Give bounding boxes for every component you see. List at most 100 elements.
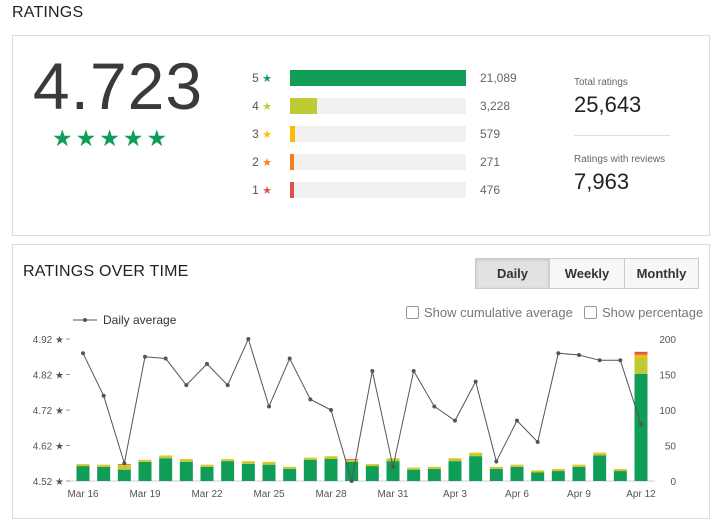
distribution-bar-track: [290, 126, 466, 142]
distribution-count: 3,228: [480, 99, 511, 113]
bar-segment: [510, 465, 524, 467]
daily-average-point: [122, 461, 127, 466]
distribution-count: 476: [480, 183, 501, 197]
bar-segment: [117, 469, 131, 481]
bar-segment: [303, 457, 317, 459]
checkbox-icon[interactable]: [406, 306, 419, 319]
daily-average-point: [101, 393, 106, 398]
distribution-row-3: 3 ★ 579: [250, 126, 500, 142]
bar-segment: [489, 467, 503, 469]
bar-segment: [262, 462, 276, 465]
checkbox-icon[interactable]: [584, 306, 597, 319]
distribution-label: 4 ★: [250, 99, 272, 113]
daily-average-point: [205, 361, 209, 366]
bar-segment: [593, 455, 607, 481]
right-axis-tick-label: 150: [659, 371, 676, 382]
bar-segment: [159, 458, 173, 481]
bar-segment: [262, 461, 276, 463]
bar-segment: [489, 466, 503, 468]
bar-segment: [386, 461, 400, 481]
bar-segment: [365, 466, 379, 481]
bar-segment: [241, 461, 255, 462]
bar-segment: [179, 461, 193, 481]
legend-label: Daily average: [103, 313, 177, 327]
daily-button[interactable]: Daily: [475, 258, 550, 289]
bar-segment: [303, 459, 317, 481]
bar-segment: [200, 465, 214, 467]
bar-segment: [159, 455, 173, 457]
distribution-bar-fill: [290, 126, 295, 142]
daily-average-point: [618, 358, 623, 363]
distribution-bar-track: [290, 98, 466, 114]
bar-segment: [262, 464, 276, 481]
daily-average-point: [163, 356, 168, 361]
star-level: 2: [252, 155, 259, 169]
bar-segment: [97, 466, 111, 481]
bar-segment: [469, 456, 483, 481]
average-rating-value: 4.723: [32, 49, 204, 123]
bar-segment: [138, 461, 152, 481]
distribution-count: 21,089: [480, 71, 517, 85]
bar-segment: [531, 471, 545, 473]
bar-segment: [386, 458, 400, 459]
bar-segment: [593, 452, 607, 454]
star-icon: ★: [262, 101, 272, 113]
right-axis-tick-label: 50: [665, 442, 677, 453]
bar-segment: [345, 461, 359, 481]
bar-segment: [551, 471, 565, 481]
left-axis-tick-label: 4.72 ★: [33, 406, 64, 417]
bar-segment: [634, 357, 648, 374]
distribution-bar-fill: [290, 182, 294, 198]
star-icon: ★: [262, 73, 272, 85]
show-percentage-checkbox[interactable]: Show percentage: [584, 305, 703, 320]
bar-segment: [179, 458, 193, 460]
total-ratings-label: Total ratings: [574, 77, 628, 88]
bar-segment: [407, 469, 421, 481]
bar-segment: [448, 461, 462, 481]
weekly-button[interactable]: Weekly: [550, 258, 625, 289]
right-axis-tick-label: 200: [659, 335, 676, 346]
daily-average-point: [411, 368, 416, 373]
bar-segment: [138, 459, 152, 461]
distribution-bar-track: [290, 182, 466, 198]
daily-average-point: [267, 404, 271, 409]
show-cumulative-average-label: Show cumulative average: [424, 305, 573, 320]
monthly-button[interactable]: Monthly: [625, 258, 699, 289]
bar-segment: [551, 468, 565, 470]
bar-segment: [283, 467, 297, 469]
x-axis-tick-label: Apr 6: [505, 489, 529, 500]
left-axis-tick-label: 4.92 ★: [33, 335, 64, 346]
daily-average-point: [577, 352, 581, 357]
distribution-label: 2 ★: [250, 155, 272, 169]
daily-average-point: [143, 354, 147, 359]
bar-segment: [138, 460, 152, 462]
bar-segment: [510, 464, 524, 466]
star-icon: ★: [262, 185, 272, 197]
distribution-count: 579: [480, 127, 501, 141]
bar-segment: [469, 453, 483, 457]
daily-average-point: [246, 337, 251, 341]
daily-average-point: [349, 479, 354, 483]
bar-segment: [283, 468, 297, 481]
bar-segment: [613, 469, 627, 472]
distribution-label: 1 ★: [250, 183, 272, 197]
x-axis-tick-label: Mar 16: [67, 489, 99, 500]
bar-segment: [489, 468, 503, 481]
bar-segment: [221, 459, 235, 462]
bar-segment: [97, 465, 111, 467]
daily-average-point: [329, 408, 333, 412]
bar-segment: [427, 468, 441, 481]
daily-average-point: [515, 418, 519, 423]
bar-segment: [531, 470, 545, 472]
distribution-label: 3 ★: [250, 127, 272, 141]
right-axis-tick-label: 0: [670, 477, 676, 488]
show-cumulative-average-checkbox[interactable]: Show cumulative average: [406, 305, 573, 320]
bar-segment: [634, 355, 648, 358]
ratings-section-title: RATINGS: [12, 4, 84, 21]
daily-average-point: [473, 379, 478, 384]
daily-average-point: [432, 404, 437, 409]
totals-divider: [574, 135, 670, 136]
bar-segment: [283, 466, 297, 468]
bar-segment: [221, 461, 235, 481]
bar-segment: [634, 373, 648, 481]
